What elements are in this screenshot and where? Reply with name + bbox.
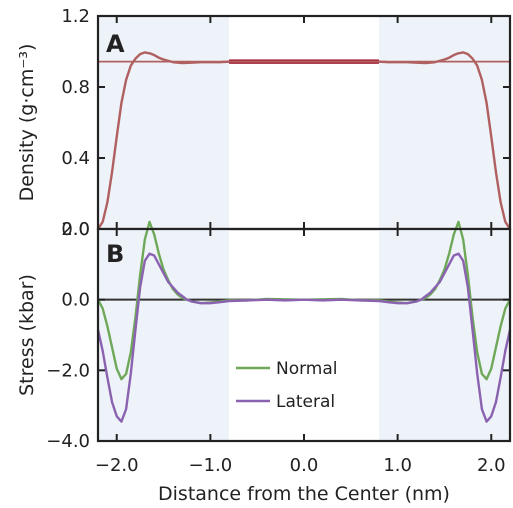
panel-label-b: B (106, 240, 124, 268)
series-lateral-line (96, 252, 512, 423)
plot-lines-a (96, 51, 512, 230)
y-tick-label: 0.8 (61, 77, 90, 98)
shaded-regions-b (98, 229, 510, 441)
y-tick-label: −2.0 (46, 360, 90, 381)
legend-label-lateral: Lateral (276, 392, 335, 412)
y-axis-title-density: Density (g·cm⁻³) (16, 44, 38, 202)
plot-lines-b (96, 220, 512, 423)
y-axis-title-stress: Stress (kbar) (16, 274, 38, 396)
ticks-a: 0.0 0.4 0.8 1.2 (61, 6, 510, 240)
y-tick-label: 2.0 (61, 219, 90, 240)
panel-b-stress: −2.0 −1.0 0.0 1.0 2.02.00.0−2.0−4.0 B Stress… (16, 219, 512, 505)
shaded-regions-a (98, 16, 510, 229)
y-tick-label: 0.0 (61, 219, 90, 240)
x-tick-label: 0.0 (290, 455, 319, 476)
y-tick-label: 0.0 (61, 290, 90, 311)
legend-label-normal: Normal (276, 359, 338, 379)
y-tick-label: −4.0 (46, 431, 90, 452)
x-tick-label: 2.0 (477, 455, 506, 476)
x-tick-label: 1.0 (383, 455, 412, 476)
panel-a-density: 0.0 0.4 0.8 1.2 A Density (g·cm⁻³) (16, 6, 512, 240)
x-tick-label: −1.0 (189, 455, 233, 476)
y-tick-label: 1.2 (61, 6, 90, 27)
x-tick-label: −2.0 (95, 455, 139, 476)
panel-label-a: A (106, 30, 125, 58)
shaded-region-right (378, 229, 510, 441)
y-tick-label: 0.4 (61, 148, 90, 169)
ticks-b: −2.0 −1.0 0.0 1.0 2.02.00.0−2.0−4.0 (46, 219, 510, 476)
legend: Normal Lateral (236, 359, 338, 412)
x-axis-title: Distance from the Center (nm) (158, 483, 450, 505)
shaded-region-left (98, 229, 230, 441)
